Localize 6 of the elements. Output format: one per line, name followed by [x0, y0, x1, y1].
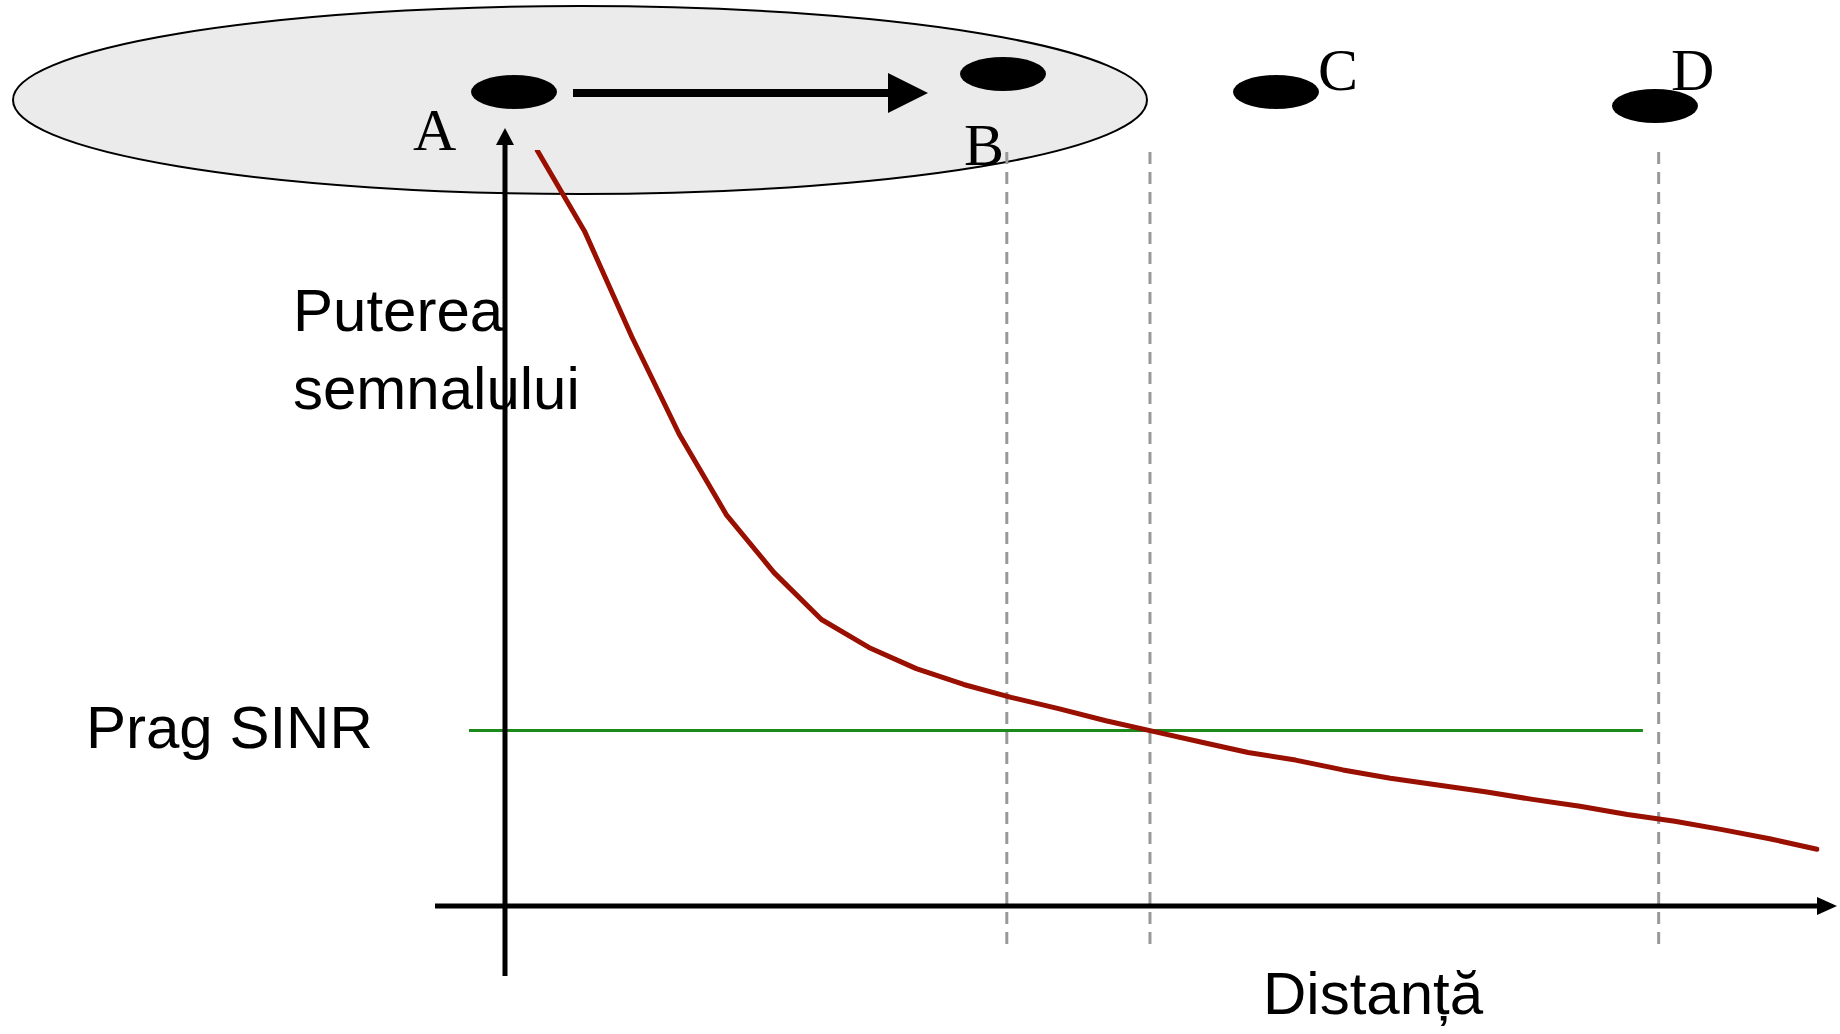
- ref-line-label: Prag SINR: [86, 692, 373, 763]
- text: C: [1318, 37, 1359, 103]
- x-axis-title: Distanță: [1263, 959, 1484, 1029]
- text: D: [1671, 37, 1715, 103]
- text: A: [413, 97, 457, 163]
- annotation: B: [964, 112, 1005, 178]
